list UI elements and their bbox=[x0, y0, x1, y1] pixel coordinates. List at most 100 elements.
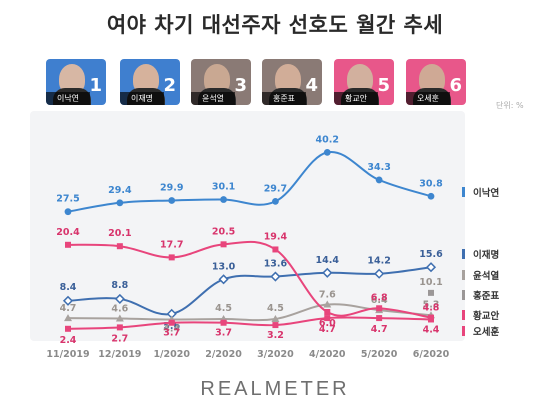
candidate-name: 이낙연 bbox=[46, 92, 90, 105]
data-label: 20.5 bbox=[212, 226, 235, 237]
data-label: 14.2 bbox=[367, 256, 390, 267]
candidate-card-6: 6 오세훈 bbox=[406, 59, 466, 105]
data-point bbox=[425, 262, 437, 273]
legend-label: 이낙연 bbox=[473, 187, 499, 199]
legend-label: 이재명 bbox=[473, 249, 499, 261]
candidate-name: 황교안 bbox=[334, 92, 378, 105]
data-point bbox=[116, 243, 123, 250]
data-label: 2.4 bbox=[60, 335, 77, 346]
legend-label: 홍준표 bbox=[473, 290, 499, 302]
series-line-5 bbox=[67, 316, 432, 330]
candidate-rank: 3 bbox=[234, 75, 247, 96]
data-point bbox=[270, 271, 281, 282]
data-point bbox=[271, 315, 280, 322]
legend-label: 황교안 bbox=[473, 310, 499, 322]
legend-swatch bbox=[462, 310, 465, 320]
candidate-name: 이재명 bbox=[120, 92, 164, 105]
data-label: 8.8 bbox=[111, 280, 128, 291]
data-label: 3.2 bbox=[267, 330, 284, 341]
candidate-cards: 1 이낙연 2 이재명 3 윤석열 4 홍준표 5 황교안 6 오세훈 bbox=[0, 59, 550, 109]
data-label: 14.4 bbox=[316, 255, 340, 266]
data-label: 27.5 bbox=[56, 194, 79, 205]
data-point bbox=[218, 274, 229, 285]
data-label: 5.6 bbox=[163, 321, 180, 332]
x-tick-label: 1/2020 bbox=[153, 349, 190, 360]
data-label: 29.9 bbox=[160, 182, 183, 193]
candidate-card-3: 3 윤석열 bbox=[191, 59, 251, 105]
data-point bbox=[272, 246, 279, 253]
data-point bbox=[220, 319, 227, 326]
data-point bbox=[115, 314, 124, 322]
x-tick-label: 11/2019 bbox=[46, 349, 89, 360]
series-line-2 bbox=[67, 303, 432, 322]
data-label: 13.0 bbox=[212, 261, 236, 272]
data-label: 40.2 bbox=[316, 134, 339, 145]
unit-label: 단위: % bbox=[496, 101, 524, 110]
x-tick-label: 3/2020 bbox=[257, 349, 294, 360]
data-label: 4.4 bbox=[423, 324, 440, 335]
data-label: 5.3 bbox=[423, 299, 440, 310]
legend-swatch bbox=[462, 290, 465, 300]
realmeter-logo: REALMETER bbox=[200, 378, 350, 400]
data-label: 4.7 bbox=[371, 324, 388, 335]
data-label: 4.6 bbox=[111, 304, 128, 315]
x-tick-label: 4/2020 bbox=[309, 349, 346, 360]
x-tick-label: 2/2020 bbox=[205, 349, 242, 360]
data-point bbox=[114, 293, 125, 304]
candidate-card-2: 2 이재명 bbox=[120, 59, 180, 105]
data-label: 7.6 bbox=[319, 290, 336, 301]
candidate-name: 윤석열 bbox=[191, 92, 235, 105]
legend-swatch bbox=[462, 326, 465, 336]
data-point bbox=[323, 300, 332, 308]
data-label: 10.1 bbox=[419, 277, 442, 288]
data-label: 8.4 bbox=[60, 282, 77, 293]
data-point bbox=[116, 199, 124, 207]
data-label: 20.4 bbox=[56, 227, 80, 238]
candidate-name: 오세훈 bbox=[406, 92, 450, 105]
data-point bbox=[376, 305, 383, 312]
data-point bbox=[65, 241, 71, 248]
series-line-1 bbox=[67, 266, 432, 316]
chart-panel bbox=[30, 111, 465, 341]
data-label: 6.8 bbox=[371, 292, 388, 303]
data-label: 30.8 bbox=[419, 178, 443, 189]
data-label: 13.6 bbox=[264, 259, 288, 270]
candidate-rank: 2 bbox=[163, 75, 176, 96]
data-label: 4.5 bbox=[267, 303, 284, 314]
candidate-card-5: 5 황교안 bbox=[334, 59, 394, 105]
legend-swatch bbox=[462, 187, 465, 197]
data-point bbox=[324, 315, 331, 322]
data-point bbox=[220, 241, 227, 248]
data-label: 20.1 bbox=[108, 228, 131, 239]
data-label: 34.3 bbox=[367, 162, 390, 173]
data-label: 19.4 bbox=[264, 231, 288, 242]
data-label: 4.7 bbox=[60, 303, 77, 314]
candidate-rank: 5 bbox=[377, 75, 390, 96]
data-label: 3.7 bbox=[215, 328, 232, 339]
data-label: 15.6 bbox=[419, 249, 443, 260]
data-point bbox=[272, 322, 279, 329]
data-label: 30.1 bbox=[212, 182, 235, 193]
x-tick-label: 12/2019 bbox=[98, 349, 141, 360]
data-label: 2.7 bbox=[111, 333, 128, 344]
legend-swatch bbox=[462, 270, 465, 280]
candidate-rank: 4 bbox=[305, 75, 318, 96]
data-point bbox=[324, 309, 331, 315]
data-point bbox=[376, 315, 383, 322]
data-point bbox=[116, 324, 123, 331]
data-point bbox=[168, 319, 175, 326]
legend-label: 오세훈 bbox=[473, 326, 499, 338]
x-tick-label: 5/2020 bbox=[361, 349, 398, 360]
data-point bbox=[272, 198, 279, 205]
legend-swatch bbox=[462, 249, 465, 259]
data-label: 6.0 bbox=[319, 318, 336, 329]
data-label: 4.4 bbox=[163, 323, 180, 334]
chart-title: 여야 차기 대선주자 선호도 월간 추세 bbox=[106, 13, 444, 37]
data-label: 29.4 bbox=[108, 185, 132, 196]
candidate-rank: 6 bbox=[449, 75, 462, 96]
data-point bbox=[168, 197, 176, 204]
data-point bbox=[428, 316, 434, 323]
data-point bbox=[375, 176, 383, 184]
data-label: 3.7 bbox=[163, 328, 180, 339]
